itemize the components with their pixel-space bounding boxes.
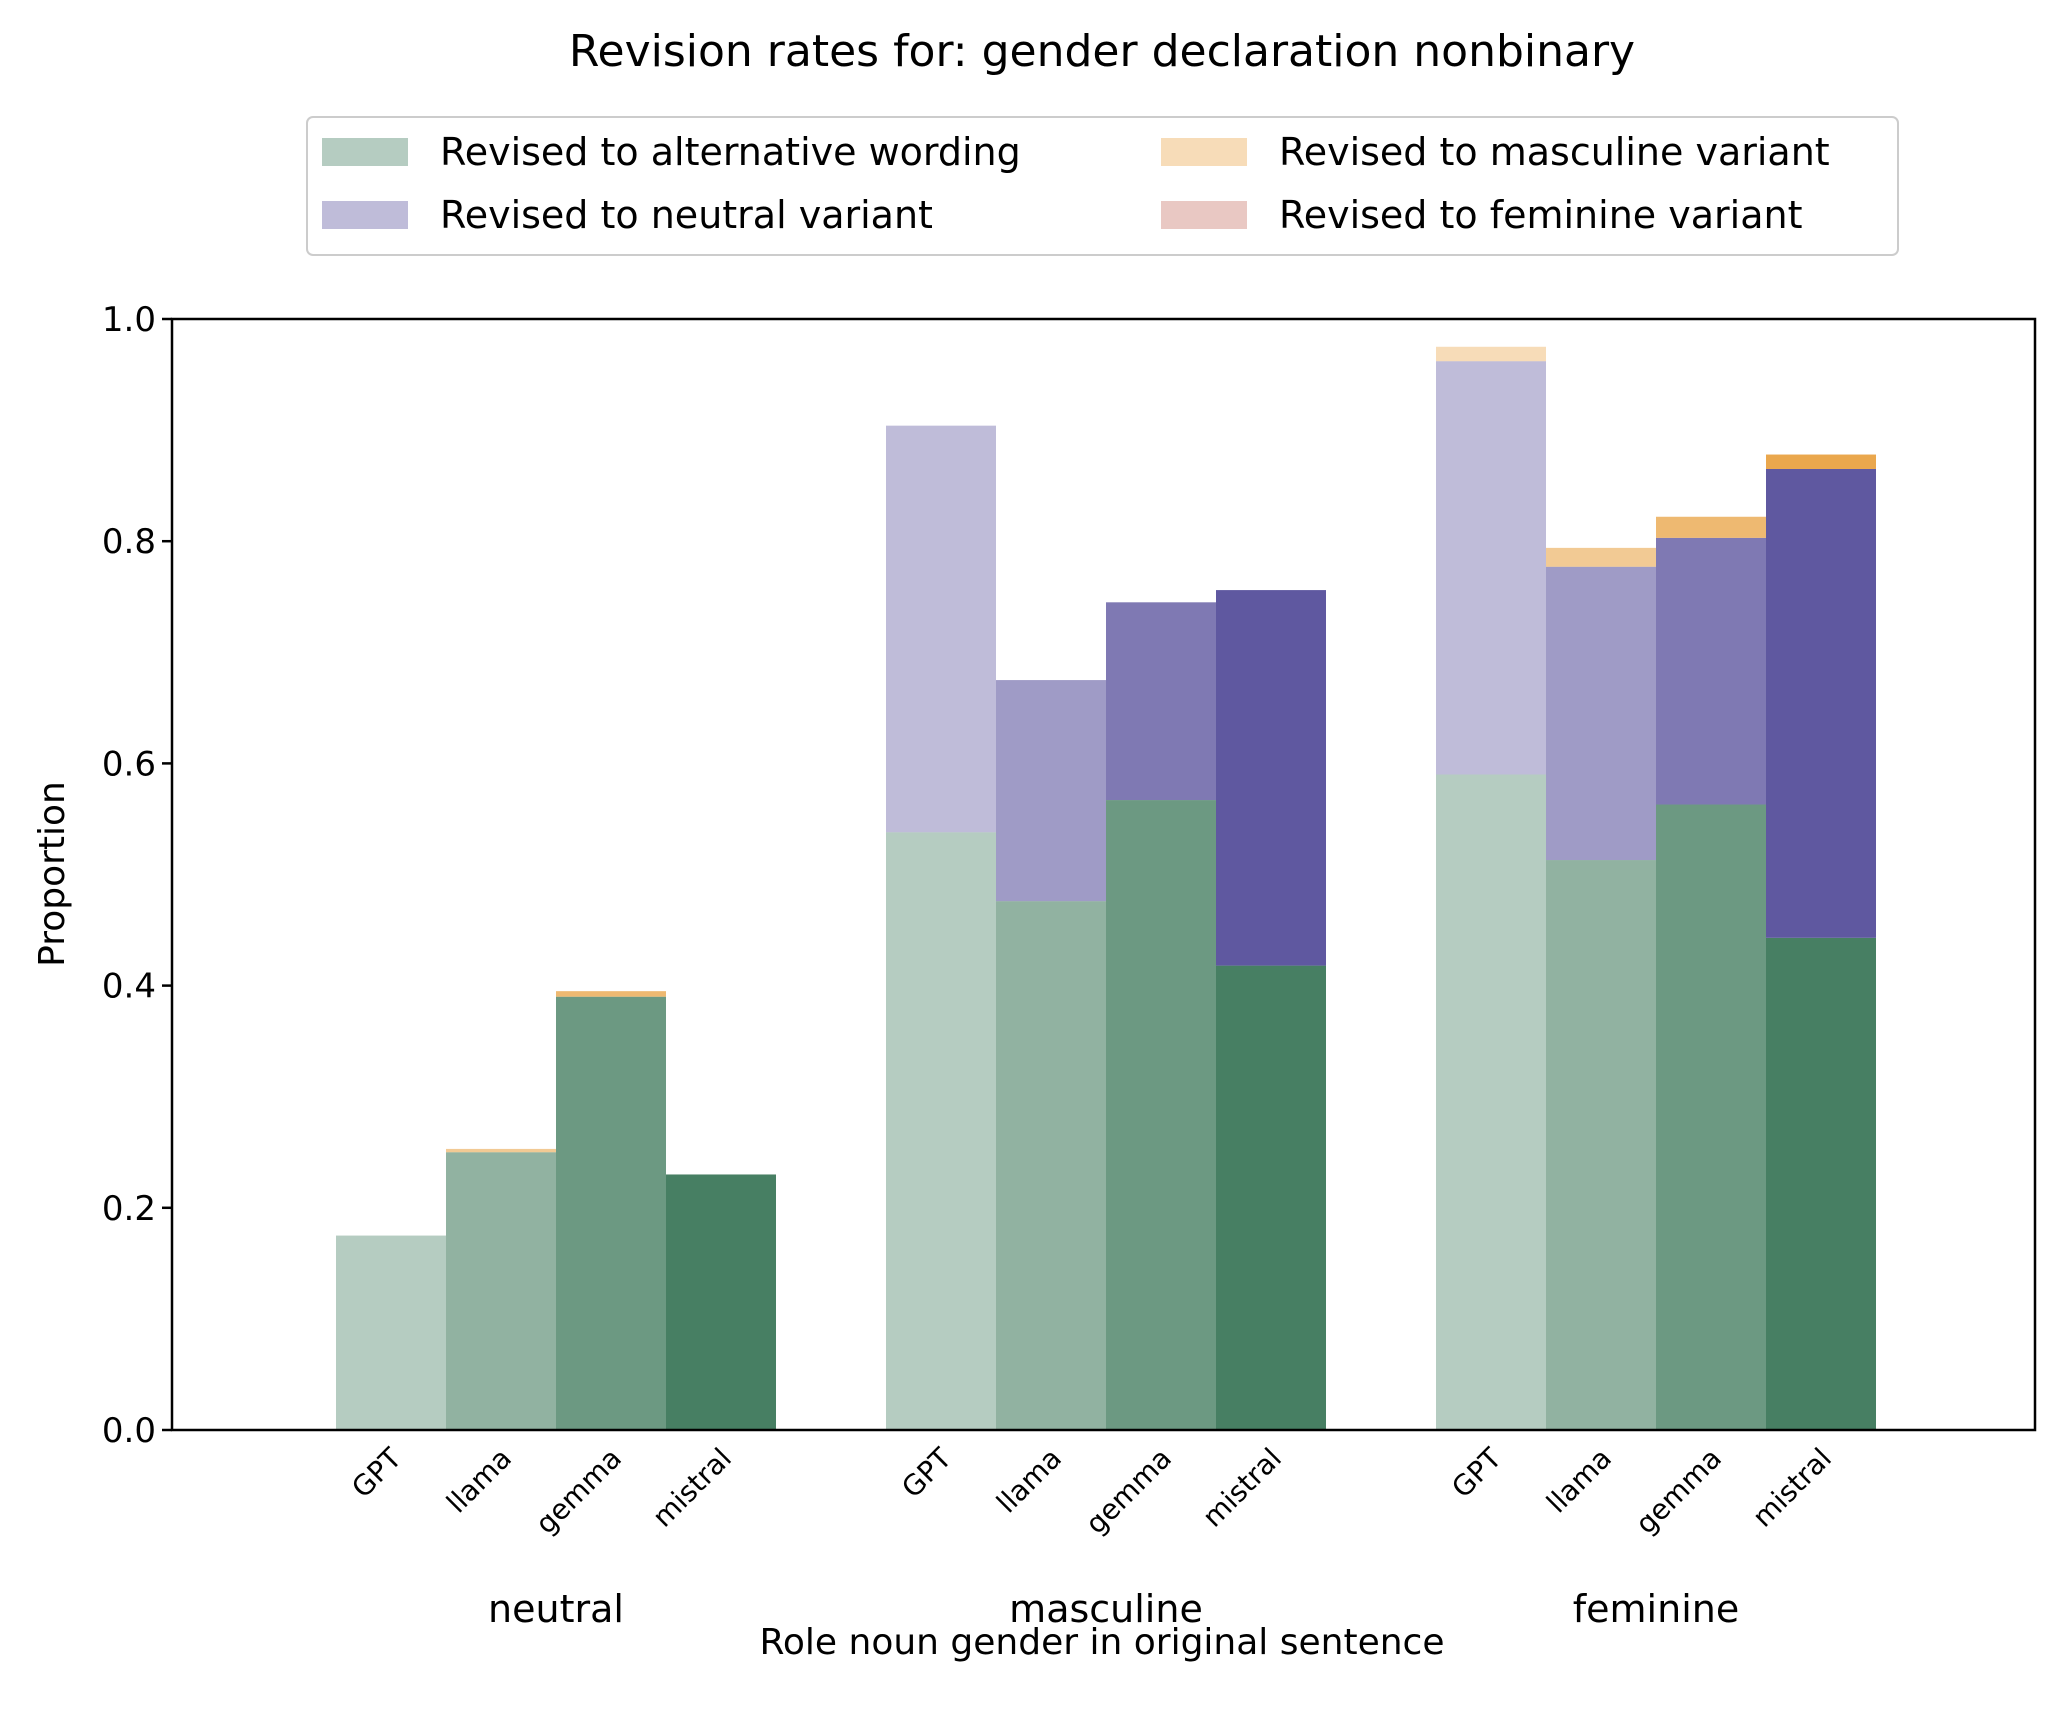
legend-swatch-revised-to-feminine-variant (1161, 201, 1247, 229)
bar-masculine-gemma-revised-to-alternative-wording (1106, 800, 1216, 1430)
legend-label-revised-to-alternative-wording: Revised to alternative wording (440, 130, 1021, 174)
x-tick-label-neutral-gemma: gemma (529, 1442, 628, 1541)
bar-masculine-mistral-revised-to-neutral-variant (1216, 590, 1326, 966)
bar-feminine-llama-revised-to-masculine-variant (1546, 547, 1656, 567)
x-tick-label-feminine-llama: llama (1540, 1442, 1618, 1520)
chart-title: Revision rates for: gender declaration n… (569, 26, 1635, 77)
legend-swatch-revised-to-neutral-variant (322, 201, 408, 229)
y-tick-label-0-6: 0.6 (102, 744, 156, 784)
bar-feminine-mistral-revised-to-alternative-wording (1766, 937, 1876, 1430)
x-tick-label-masculine-gemma: gemma (1079, 1442, 1178, 1541)
x-tick-label-neutral-gpt: GPT (345, 1441, 408, 1504)
bar-neutral-gemma-revised-to-masculine-variant (556, 991, 666, 997)
bar-masculine-gpt-revised-to-alternative-wording (886, 832, 996, 1430)
group-label-masculine: masculine (1009, 1587, 1203, 1631)
legend-swatch-revised-to-masculine-variant (1161, 138, 1247, 166)
y-tick-label-0-4: 0.4 (102, 967, 156, 1007)
bar-masculine-llama-revised-to-alternative-wording (996, 901, 1106, 1430)
y-tick-label-0-8: 0.8 (102, 522, 156, 562)
bar-neutral-llama-revised-to-masculine-variant (446, 1148, 556, 1153)
x-tick-label-feminine-mistral: mistral (1746, 1442, 1838, 1534)
x-axis-label: Role noun gender in original sentence (759, 1622, 1444, 1663)
bar-neutral-gemma-revised-to-alternative-wording (556, 996, 666, 1430)
bar-feminine-gpt-revised-to-neutral-variant (1436, 361, 1546, 775)
legend-label-revised-to-masculine-variant: Revised to masculine variant (1279, 130, 1830, 174)
bar-feminine-gemma-revised-to-alternative-wording (1656, 804, 1766, 1430)
y-tick-label-1-0: 1.0 (102, 300, 156, 340)
bar-masculine-mistral-revised-to-alternative-wording (1216, 965, 1326, 1430)
bar-neutral-gpt-revised-to-alternative-wording (336, 1235, 446, 1430)
x-tick-label-masculine-mistral: mistral (1196, 1442, 1288, 1534)
bar-masculine-gemma-revised-to-neutral-variant (1106, 602, 1216, 801)
bar-neutral-mistral-revised-to-alternative-wording (666, 1174, 776, 1430)
x-tick-label-feminine-gpt: GPT (1445, 1441, 1508, 1504)
x-tick-label-masculine-gpt: GPT (895, 1441, 958, 1504)
x-tick-label-neutral-llama: llama (440, 1442, 518, 1520)
bar-feminine-mistral-revised-to-neutral-variant (1766, 468, 1876, 938)
bar-feminine-llama-revised-to-alternative-wording (1546, 860, 1656, 1430)
bar-neutral-llama-revised-to-alternative-wording (446, 1152, 556, 1430)
bar-feminine-gemma-revised-to-masculine-variant (1656, 516, 1766, 538)
bar-feminine-gemma-revised-to-neutral-variant (1656, 537, 1766, 805)
bar-masculine-llama-revised-to-neutral-variant (996, 680, 1106, 902)
legend-frame (306, 116, 1899, 256)
bar-feminine-mistral-revised-to-masculine-variant (1766, 454, 1876, 469)
bar-feminine-gpt-revised-to-alternative-wording (1436, 774, 1546, 1430)
y-tick-label-0-2: 0.2 (102, 1189, 156, 1229)
y-tick-label-0-0: 0.0 (102, 1411, 156, 1451)
group-label-neutral: neutral (488, 1587, 624, 1631)
plot-area (336, 346, 1876, 1430)
legend-label-revised-to-feminine-variant: Revised to feminine variant (1279, 193, 1802, 237)
legend-swatch-revised-to-alternative-wording (322, 138, 408, 166)
plot-frame (170, 317, 2037, 1432)
legend: Revised to alternative wording Revised to… (306, 116, 1899, 256)
group-label-feminine: feminine (1573, 1587, 1739, 1631)
bar-feminine-llama-revised-to-neutral-variant (1546, 566, 1656, 861)
y-axis-label: Proportion (32, 781, 73, 967)
x-tick-label-masculine-llama: llama (990, 1442, 1068, 1520)
legend-label-revised-to-neutral-variant: Revised to neutral variant (440, 193, 933, 237)
x-tick-label-feminine-gemma: gemma (1629, 1442, 1728, 1541)
bar-feminine-gpt-revised-to-masculine-variant (1436, 346, 1546, 362)
bar-masculine-gpt-revised-to-neutral-variant (886, 425, 996, 833)
x-tick-label-neutral-mistral: mistral (646, 1442, 738, 1534)
